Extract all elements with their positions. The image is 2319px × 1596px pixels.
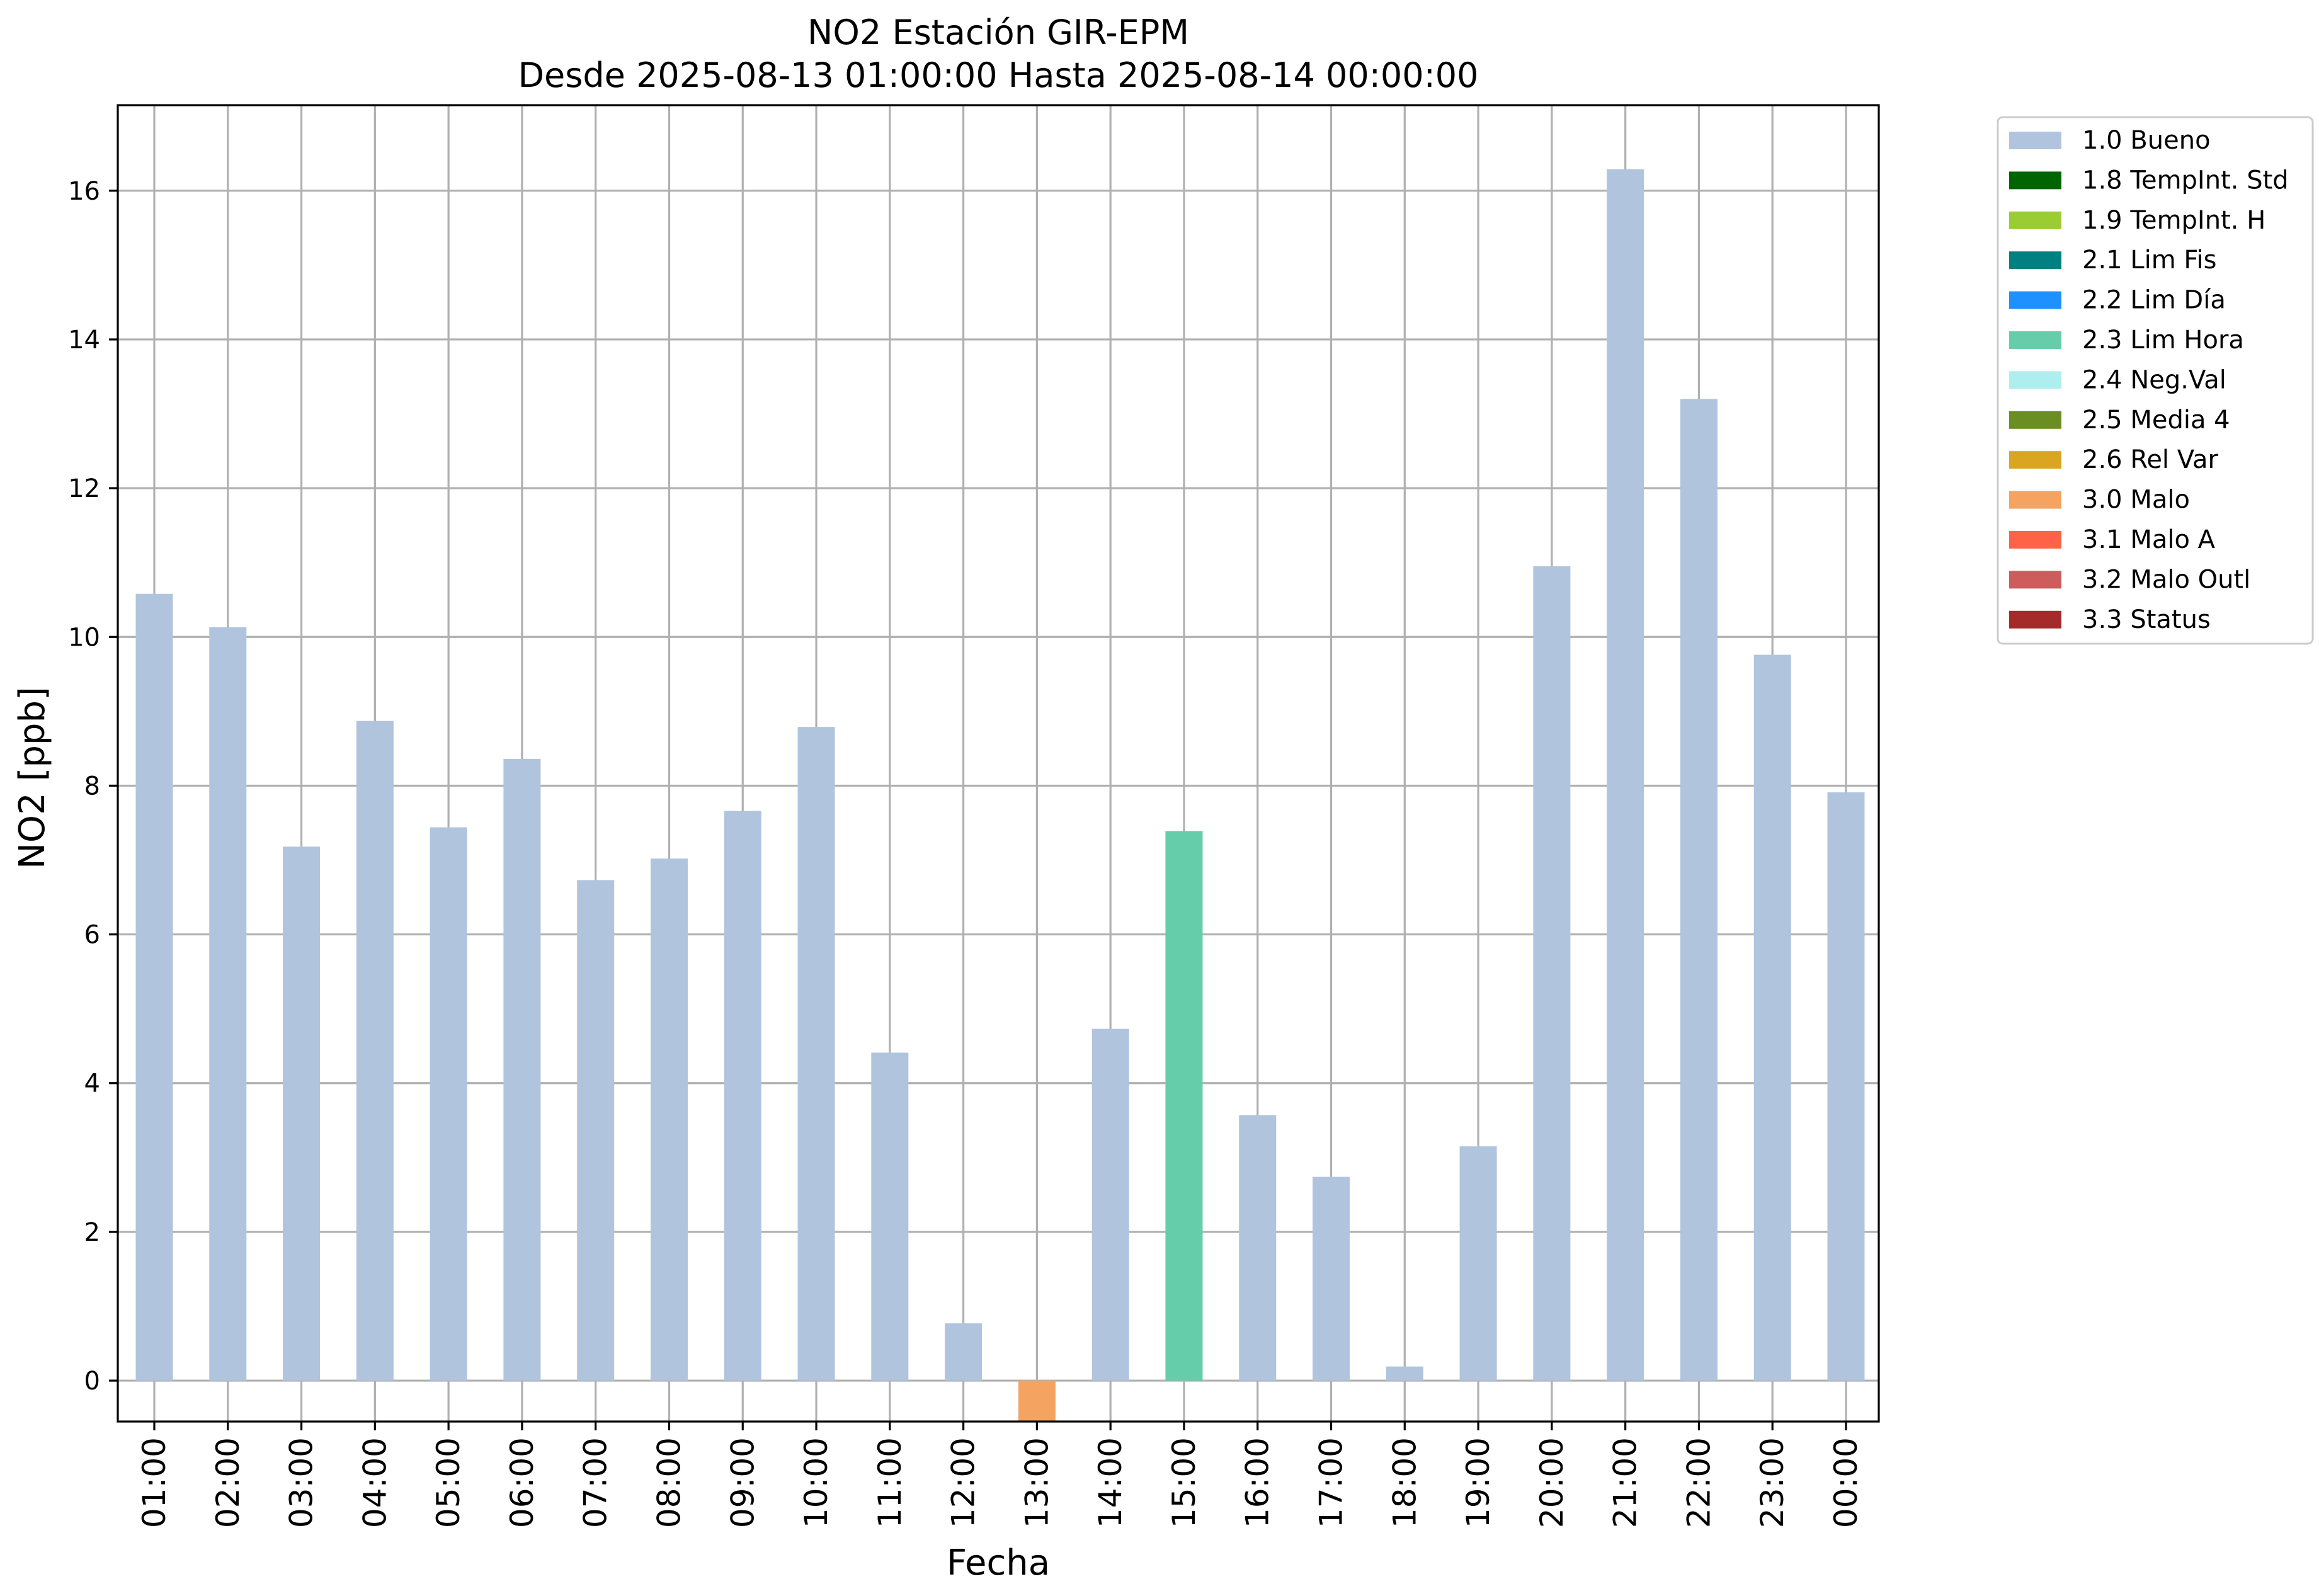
- x-tick-label: 08:00: [651, 1437, 687, 1528]
- legend-swatch: [2009, 571, 2061, 589]
- legend-entry: 2.4 Neg.Val: [2082, 365, 2226, 394]
- bar-02:00: [209, 627, 247, 1381]
- y-tick-label: 16: [68, 177, 100, 206]
- legend-swatch: [2009, 132, 2061, 149]
- y-tick-label: 0: [84, 1367, 100, 1396]
- legend-swatch: [2009, 491, 2061, 509]
- y-tick-label: 14: [68, 326, 100, 355]
- legend-entry: 2.1 Lim Fis: [2082, 246, 2216, 275]
- x-tick-label: 07:00: [578, 1437, 614, 1528]
- bar-19:00: [1459, 1146, 1497, 1381]
- x-tick-label: 23:00: [1754, 1437, 1791, 1528]
- legend-entry: 2.2 Lim Día: [2082, 286, 2226, 315]
- legend-swatch: [2009, 211, 2061, 229]
- legend-swatch: [2009, 171, 2061, 190]
- x-tick-label: 04:00: [356, 1437, 393, 1528]
- x-axis-label: Fecha: [947, 1542, 1050, 1583]
- axes: [109, 104, 1880, 1430]
- x-tick-label: 03:00: [283, 1437, 320, 1528]
- legend-entry: 1.0 Bueno: [2082, 126, 2211, 155]
- legend-swatch: [2009, 531, 2061, 549]
- x-tick-label: 06:00: [504, 1437, 540, 1528]
- bar-23:00: [1753, 654, 1791, 1381]
- y-tick-label: 2: [84, 1218, 100, 1247]
- x-tick-label: 09:00: [724, 1437, 761, 1528]
- x-tick-label: 13:00: [1018, 1437, 1055, 1528]
- bar-20:00: [1533, 566, 1571, 1381]
- x-tick-label: 16:00: [1239, 1437, 1276, 1528]
- legend: 1.0 Bueno 1.8 TempInt. Std 1.9 TempInt. H 2…: [1997, 116, 2314, 645]
- x-tick-label: 20:00: [1534, 1437, 1570, 1528]
- y-axis-label: NO2 [ppb]: [12, 687, 53, 869]
- legend-entry: 3.2 Malo Outl: [2082, 565, 2250, 594]
- chart-subtitle: Desde 2025-08-13 01:00:00 Hasta 2025-08-…: [518, 55, 1478, 95]
- x-tick-label: 14:00: [1092, 1437, 1129, 1528]
- y-tick-label: 12: [68, 474, 100, 503]
- x-tick-label: 21:00: [1607, 1437, 1644, 1528]
- bar-04:00: [356, 721, 394, 1381]
- x-tick-label: 02:00: [210, 1437, 246, 1528]
- bar-03:00: [283, 846, 321, 1381]
- legend-swatch: [2009, 610, 2061, 629]
- bar-01:00: [135, 593, 173, 1381]
- bar-07:00: [577, 880, 615, 1381]
- legend-swatch: [2009, 331, 2061, 349]
- bar-21:00: [1607, 169, 1644, 1381]
- x-tick-label: 19:00: [1460, 1437, 1496, 1528]
- bar-06:00: [503, 758, 541, 1381]
- legend-entry: 2.6 Rel Var: [2082, 445, 2219, 474]
- bar-12:00: [945, 1323, 983, 1381]
- legend-box: [1997, 116, 2314, 645]
- legend-entry: 3.0 Malo: [2082, 486, 2190, 515]
- bar-05:00: [430, 827, 467, 1381]
- y-tick-label: 6: [84, 921, 100, 950]
- bar-13:00: [1018, 1381, 1056, 1422]
- bar-08:00: [650, 858, 688, 1381]
- x-tick-label: 01:00: [136, 1437, 173, 1528]
- bar-11:00: [871, 1052, 909, 1381]
- bars: [135, 169, 1865, 1422]
- x-tick-label: 05:00: [430, 1437, 467, 1528]
- bar-16:00: [1239, 1115, 1277, 1381]
- x-tick-label: 17:00: [1313, 1437, 1350, 1528]
- legend-swatch: [2009, 451, 2061, 469]
- legend-swatch: [2009, 291, 2061, 309]
- legend-entry: 1.8 TempInt. Std: [2082, 166, 2289, 195]
- legend-entry: 2.3 Lim Hora: [2082, 326, 2244, 355]
- bar-00:00: [1827, 792, 1865, 1381]
- y-tick-labels: 0 2 4 6 8 10 12 14 16: [68, 177, 100, 1396]
- x-tick-label: 12:00: [945, 1437, 982, 1528]
- legend-entry: 3.3 Status: [2082, 605, 2211, 634]
- legend-entry: 3.1 Malo A: [2082, 525, 2216, 554]
- y-tick-label: 4: [84, 1069, 100, 1098]
- chart-title: NO2 Estación GIR-EPM: [807, 13, 1189, 52]
- bar-14:00: [1091, 1029, 1129, 1381]
- y-tick-label: 8: [84, 772, 100, 801]
- legend-entry: 1.9 TempInt. H: [2082, 206, 2265, 235]
- legend-swatch: [2009, 371, 2061, 389]
- bar-15:00: [1165, 831, 1203, 1381]
- x-tick-label: 11:00: [872, 1437, 908, 1528]
- legend-entry: 2.5 Media 4: [2082, 406, 2230, 435]
- bar-22:00: [1680, 399, 1718, 1381]
- bar-18:00: [1386, 1366, 1423, 1381]
- bar-09:00: [724, 811, 761, 1381]
- x-tick-labels: 01:00 02:00 03:00 04:00 05:00 06:00 07:00 08:00…: [136, 1437, 1864, 1528]
- x-tick-label: 10:00: [798, 1437, 835, 1528]
- bar-17:00: [1313, 1177, 1350, 1381]
- x-tick-label: 15:00: [1166, 1437, 1202, 1528]
- legend-swatch: [2009, 411, 2061, 429]
- legend-swatch: [2009, 251, 2061, 270]
- x-tick-label: 00:00: [1828, 1437, 1864, 1528]
- plot-frame: [117, 104, 1880, 1423]
- x-tick-label: 22:00: [1680, 1437, 1717, 1528]
- bar-10:00: [797, 727, 835, 1381]
- y-tick-label: 10: [68, 623, 100, 652]
- x-tick-label: 18:00: [1386, 1437, 1423, 1528]
